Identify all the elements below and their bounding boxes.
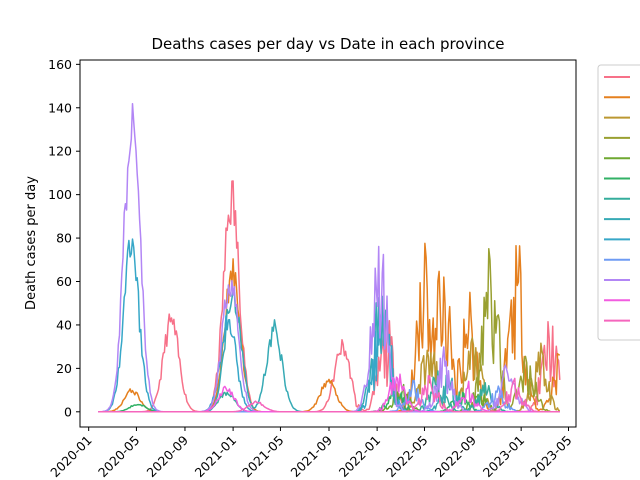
legend (597, 64, 640, 341)
y-tick-label: 120 (48, 144, 72, 159)
y-axis-label: Death cases per day (24, 176, 39, 310)
legend-frame (597, 64, 640, 341)
y-tick-label: 140 (48, 100, 72, 115)
x-tick-label: 2021-05 (239, 433, 287, 480)
plot-frame (79, 59, 577, 428)
y-tick-label: 100 (48, 187, 72, 202)
series-layer (98, 102, 561, 413)
x-tick-label: 2022-01 (336, 433, 384, 480)
x-tick-label: 2023-05 (527, 433, 575, 480)
series-line-11 (98, 102, 560, 413)
chart-title: Deaths cases per day vs Date in each pro… (151, 35, 504, 53)
x-tick-label: 2020-09 (144, 432, 192, 480)
x-tick-label: 2020-01 (47, 433, 95, 480)
x-tick-label: 2021-09 (288, 432, 336, 480)
y-tick-label: 60 (56, 274, 72, 289)
x-tick-label: 2022-05 (383, 433, 431, 480)
x-tick-label: 2021-01 (192, 433, 240, 480)
x-tick-label: 2022-09 (432, 432, 480, 480)
series-line-13 (98, 374, 560, 413)
y-tick-label: 20 (56, 361, 72, 376)
y-tick-label: 40 (56, 317, 72, 332)
y-tick-label: 160 (48, 57, 72, 72)
y-tick-label: 0 (64, 404, 72, 419)
x-tick-label: 2023-01 (480, 433, 528, 480)
y-tick-label: 80 (56, 231, 72, 246)
x-tick-label: 2020-05 (95, 433, 143, 480)
